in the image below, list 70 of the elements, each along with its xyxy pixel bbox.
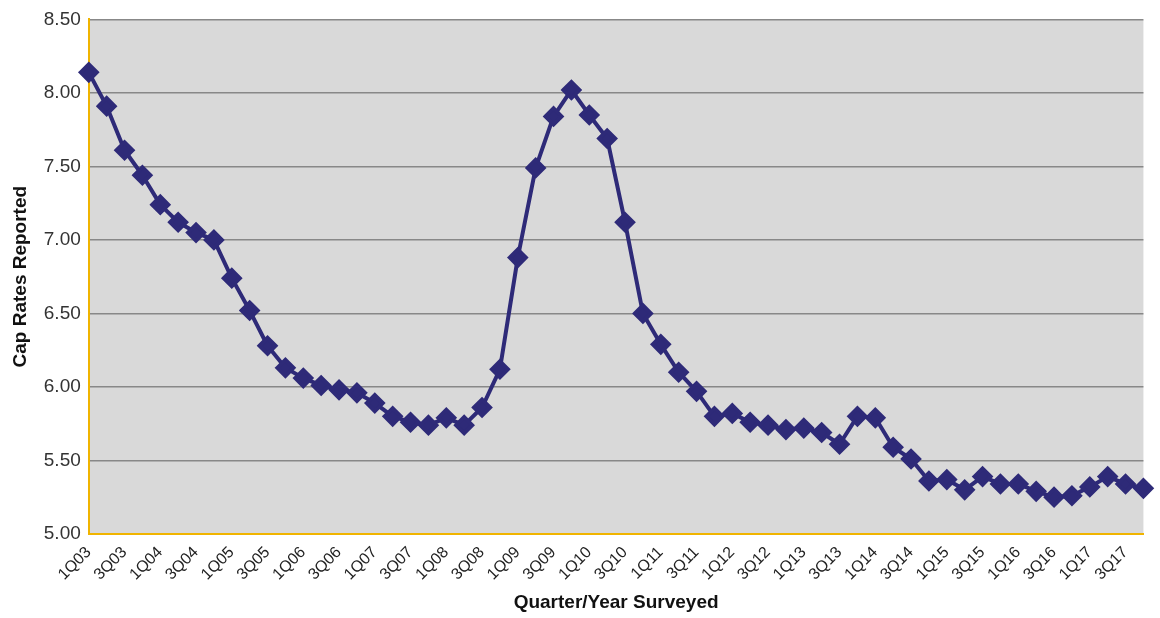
point <box>203 229 224 250</box>
x-axis-title: Quarter/Year Surveyed <box>513 590 719 612</box>
point <box>346 382 367 403</box>
point <box>954 479 975 500</box>
point <box>221 268 242 289</box>
point <box>829 434 850 455</box>
point <box>1008 473 1029 494</box>
point <box>454 415 475 436</box>
point <box>1044 487 1065 508</box>
point <box>1026 481 1047 502</box>
point <box>775 419 796 440</box>
point <box>382 406 403 427</box>
point <box>436 407 457 428</box>
point <box>722 403 743 424</box>
point <box>883 437 904 458</box>
point <box>418 415 439 436</box>
y-tick-label: 5.50 <box>43 448 81 470</box>
point <box>918 471 939 492</box>
point <box>293 368 314 389</box>
y-tick-label: 5.00 <box>43 522 81 544</box>
point <box>507 247 528 268</box>
point <box>96 96 117 117</box>
point <box>543 106 564 127</box>
point <box>668 362 689 383</box>
point <box>1079 476 1100 497</box>
point <box>472 397 493 418</box>
point <box>561 79 582 100</box>
point <box>525 157 546 178</box>
y-tick-label: 8.00 <box>43 81 81 103</box>
point <box>632 303 653 324</box>
point <box>150 194 171 215</box>
point <box>489 359 510 380</box>
point <box>847 406 868 427</box>
point <box>901 448 922 469</box>
point <box>740 412 761 433</box>
point <box>329 379 350 400</box>
point <box>579 104 600 125</box>
point <box>758 415 779 436</box>
y-tick-label: 6.00 <box>43 375 81 397</box>
y-axis-title: Cap Rates Reported <box>8 185 30 368</box>
point <box>597 128 618 149</box>
point <box>990 473 1011 494</box>
point <box>650 334 671 355</box>
point <box>865 407 886 428</box>
point <box>1097 466 1118 487</box>
y-tick-label: 7.50 <box>43 154 81 176</box>
point <box>1115 473 1136 494</box>
point <box>168 212 189 233</box>
point <box>239 300 260 321</box>
point <box>1133 478 1154 499</box>
point <box>811 422 832 443</box>
point <box>275 357 296 378</box>
point <box>686 381 707 402</box>
point <box>311 375 332 396</box>
point <box>132 165 153 186</box>
y-tick-label: 7.00 <box>43 228 81 250</box>
point <box>186 222 207 243</box>
point <box>364 393 385 414</box>
point <box>1061 485 1082 506</box>
point <box>615 212 636 233</box>
y-tick-label: 6.50 <box>43 301 81 323</box>
point <box>704 406 725 427</box>
y-tick-label: 8.50 <box>43 7 81 29</box>
point <box>400 412 421 433</box>
point <box>257 335 278 356</box>
point <box>114 140 135 161</box>
point <box>78 62 99 83</box>
point <box>936 469 957 490</box>
point <box>972 466 993 487</box>
point <box>793 418 814 439</box>
